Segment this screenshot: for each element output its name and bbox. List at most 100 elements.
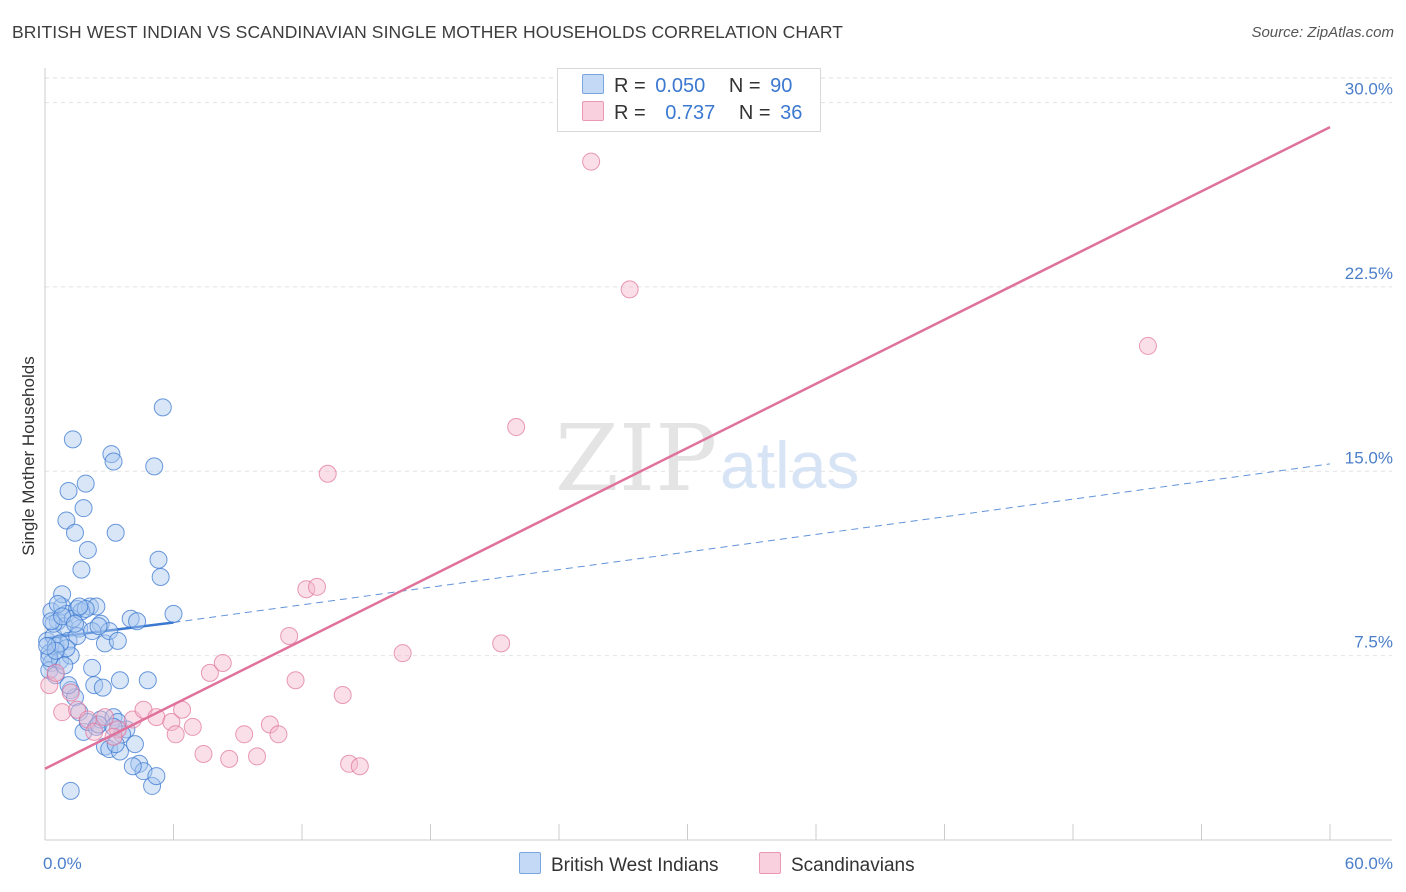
legend-swatch-pink [582, 101, 604, 121]
trend-line-blue-solid [44, 621, 174, 640]
point-scandinavians [200, 663, 219, 682]
point-scandinavians [297, 580, 316, 599]
bottom-legend-british-west-indians: British West Indians [519, 852, 719, 877]
point-british-west-indians [143, 776, 162, 795]
source-label: Source: ZipAtlas.com [1251, 24, 1394, 41]
point-scandinavians [220, 749, 239, 768]
legend-r-value: 0.737 [665, 102, 716, 124]
y-axis-title: Single Mother Households [19, 356, 38, 555]
bottom-legend-swatch-pink [759, 852, 781, 874]
point-scandinavians [280, 626, 299, 645]
point-scandinavians [507, 418, 526, 437]
point-scandinavians [340, 754, 359, 773]
point-british-west-indians [70, 597, 89, 616]
point-british-west-indians [102, 445, 121, 464]
point-scandinavians [248, 747, 267, 766]
legend-n-value: 90 [770, 75, 793, 97]
point-british-west-indians [147, 767, 166, 786]
point-scandinavians [286, 671, 305, 690]
point-british-west-indians [46, 641, 65, 660]
point-british-west-indians [93, 678, 112, 697]
point-british-west-indians [153, 398, 172, 417]
point-british-west-indians [59, 676, 78, 695]
point-british-west-indians [53, 585, 72, 604]
point-british-west-indians [145, 457, 164, 476]
point-british-west-indians [149, 550, 168, 569]
point-scandinavians [213, 654, 232, 673]
legend-n-label: N = [738, 102, 771, 124]
point-scandinavians [393, 644, 412, 663]
point-british-west-indians [123, 757, 142, 776]
chart-title: BRITISH WEST INDIAN VS SCANDINAVIAN SING… [12, 22, 844, 42]
point-british-west-indians [76, 474, 95, 493]
grid-lines [45, 77, 1392, 657]
point-scandinavians [620, 280, 639, 299]
point-british-west-indians [38, 636, 57, 655]
x-tick-label-min: 0.0% [43, 854, 82, 873]
watermark: ZIP atlas [555, 405, 859, 512]
y-tick-label: 22.5% [1345, 264, 1393, 283]
bottom-legend-label-pink: Scandinavians [791, 855, 915, 876]
point-british-west-indians [65, 523, 84, 542]
point-british-west-indians [128, 612, 147, 631]
point-british-west-indians [78, 540, 97, 559]
point-british-west-indians [74, 499, 93, 518]
point-scandinavians [61, 683, 80, 702]
point-british-west-indians [61, 781, 80, 800]
legend-row-british-west-indians: R = 0.050 N = 90 [582, 74, 792, 100]
trend-lines-pink [44, 126, 1331, 770]
point-british-west-indians [151, 567, 170, 586]
point-scandinavians [307, 577, 326, 596]
point-british-west-indians [164, 604, 183, 623]
point-scandinavians [183, 717, 202, 736]
legend-swatch-blue [582, 74, 604, 94]
point-british-west-indians [106, 523, 125, 542]
point-british-west-indians [59, 481, 78, 500]
watermark-zip: ZIP [555, 405, 717, 512]
point-british-west-indians [57, 511, 76, 530]
watermark-atlas: atlas [720, 428, 859, 502]
point-scandinavians [53, 703, 72, 722]
trend-line-pink [44, 126, 1331, 770]
legend-n-label: N = [728, 75, 761, 97]
point-scandinavians [235, 725, 254, 744]
point-british-west-indians [89, 617, 108, 636]
legend-row-scandinavians: R = 0.737 N = 36 [582, 101, 802, 127]
y-tick-label: 30.0% [1345, 80, 1393, 99]
axes [44, 68, 1392, 841]
point-scandinavians [582, 152, 601, 171]
trend-lines-blue [44, 463, 1331, 640]
bottom-legend-swatch-blue [519, 852, 541, 874]
bottom-legend-label-blue: British West Indians [551, 855, 719, 876]
legend-box: R = 0.050 N = 90 R = 0.737 N = 36 [557, 68, 821, 132]
y-tick-label: 7.5% [1354, 633, 1393, 652]
points-british-west-indians [38, 398, 183, 800]
point-british-west-indians [42, 612, 61, 631]
y-tick-label: 15.0% [1345, 448, 1393, 467]
point-british-west-indians [83, 658, 102, 677]
bottom-legend-scandinavians: Scandinavians [759, 852, 915, 877]
point-british-west-indians [72, 560, 91, 579]
x-tick-label-max: 60.0% [1345, 854, 1393, 873]
point-scandinavians [95, 708, 114, 727]
point-scandinavians [269, 725, 288, 744]
point-british-west-indians [108, 631, 127, 650]
legend-r-label: R = [614, 102, 646, 124]
point-scandinavians [1138, 336, 1157, 355]
point-scandinavians [318, 464, 337, 483]
tick-labels: 7.5% 15.0% 22.5% 30.0% 0.0% 60.0% [43, 80, 1393, 873]
point-scandinavians [166, 725, 185, 744]
point-british-west-indians [138, 671, 157, 690]
trend-line-blue-dashed [173, 463, 1331, 623]
point-scandinavians [492, 634, 511, 653]
legend-r-value: 0.050 [655, 75, 706, 97]
legend-n-value: 36 [780, 102, 803, 124]
point-british-west-indians [110, 671, 129, 690]
point-scandinavians [46, 663, 65, 682]
point-scandinavians [194, 744, 213, 763]
point-scandinavians [333, 685, 352, 704]
point-british-west-indians [63, 430, 82, 449]
point-british-west-indians [125, 735, 144, 754]
point-british-west-indians [104, 452, 123, 471]
